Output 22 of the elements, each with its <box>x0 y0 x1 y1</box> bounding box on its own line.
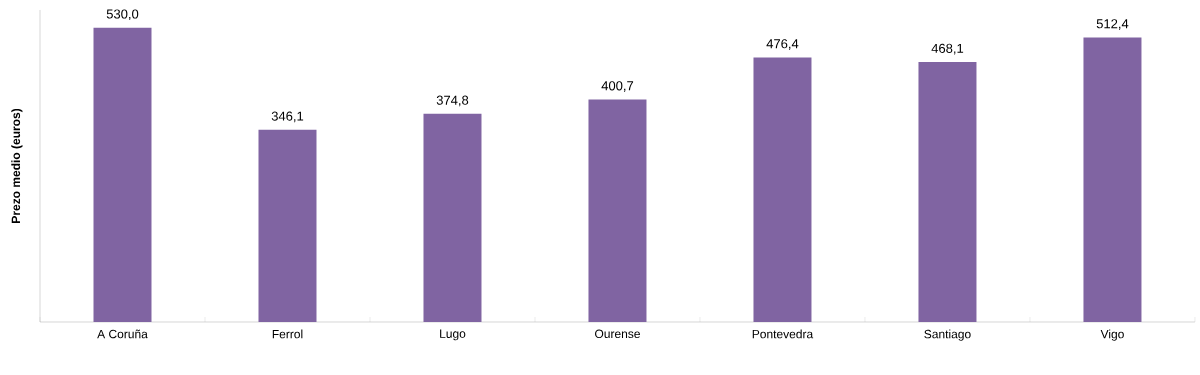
y-axis-title: Prezo medio (euros) <box>11 108 23 223</box>
x-tick-label: A Coruña <box>97 329 148 339</box>
bar <box>93 27 152 322</box>
data-label: 530,0 <box>106 9 139 21</box>
data-label: 468,1 <box>931 43 964 55</box>
x-tick-label: Ourense <box>595 329 640 339</box>
x-tick-label: Vigo <box>1100 329 1124 341</box>
bar <box>1083 37 1142 322</box>
bar <box>423 113 482 322</box>
bar <box>258 129 317 322</box>
x-tick-label: Pontevedra <box>752 329 814 339</box>
x-tick-label: Lugo <box>440 329 466 341</box>
bar <box>918 62 977 322</box>
data-label: 346,1 <box>271 111 304 123</box>
data-label: 400,7 <box>601 81 634 92</box>
bar <box>753 57 812 322</box>
data-label: 512,4 <box>1096 19 1129 30</box>
bar <box>588 99 647 322</box>
x-tick-label: Santiago <box>924 329 971 341</box>
data-label: 374,8 <box>436 95 469 107</box>
data-label: 476,4 <box>766 39 799 50</box>
x-tick-label: Ferrol <box>272 329 303 339</box>
